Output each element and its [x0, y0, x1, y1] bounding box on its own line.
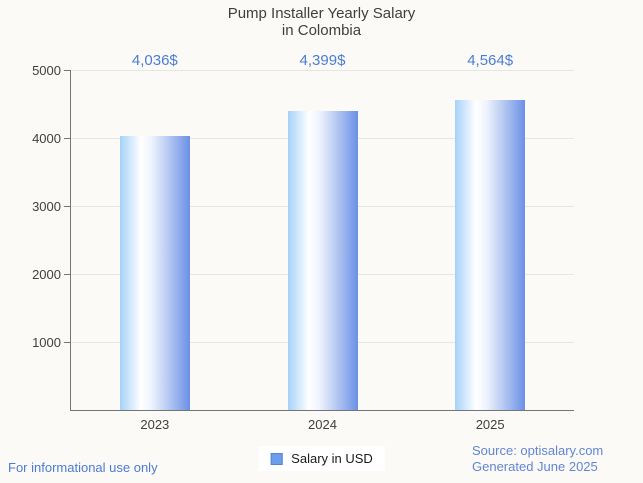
- y-tick-label-5000: 5000: [32, 63, 61, 78]
- y-tickmark-5000: [64, 69, 70, 71]
- x-tick-label-2024: 2024: [308, 417, 337, 432]
- source-attribution: Source: optisalary.com Generated June 20…: [472, 443, 603, 475]
- y-tickmark-3000: [64, 205, 70, 207]
- legend-label: Salary in USD: [291, 451, 373, 466]
- chart-title-line2: in Colombia: [281, 22, 362, 39]
- legend-marker-icon: [270, 452, 283, 465]
- value-label-2024: 4,399$: [299, 52, 346, 69]
- y-tickmark-4000: [64, 137, 70, 139]
- y-tick-label-3000: 3000: [32, 199, 61, 214]
- y-tickmark-1000: [64, 341, 70, 343]
- y-tick-label-4000: 4000: [32, 131, 61, 146]
- y-tick-label-1000: 1000: [32, 335, 61, 350]
- y-tickmark-2000: [64, 273, 70, 275]
- value-label-2025: 4,564$: [467, 52, 514, 69]
- value-label-2023: 4,036$: [131, 52, 178, 69]
- bar-2023[interactable]: [119, 135, 190, 410]
- bar-2024[interactable]: [287, 110, 358, 410]
- chart-title-line1: Pump Installer Yearly Salary: [227, 5, 416, 22]
- bar-2025[interactable]: [455, 99, 526, 410]
- chart-title: Pump Installer Yearly Salary in Colombia: [0, 5, 643, 39]
- generated-text: Generated June 2025: [472, 459, 598, 474]
- gridline-5000: [71, 69, 574, 71]
- y-tick-label-2000: 2000: [32, 267, 61, 282]
- legend: Salary in USD: [258, 446, 385, 471]
- disclaimer-text: For informational use only: [8, 460, 158, 475]
- x-tick-label-2023: 2023: [140, 417, 170, 432]
- source-text: Source: optisalary.com: [472, 443, 604, 458]
- plot-area: 1000 2000 3000 4000 5000 4,036$ 2023 4,399$ 2024…: [32, 52, 574, 432]
- x-tick-label-2025: 2025: [475, 417, 505, 432]
